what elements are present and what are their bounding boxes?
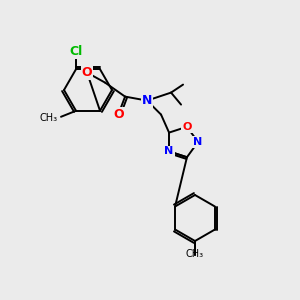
Text: O: O — [82, 66, 92, 79]
Text: N: N — [164, 146, 174, 156]
Text: O: O — [114, 108, 124, 121]
Text: CH₃: CH₃ — [186, 249, 204, 259]
Text: Cl: Cl — [69, 45, 82, 58]
Text: CH₃: CH₃ — [40, 113, 58, 123]
Text: N: N — [194, 137, 202, 147]
Text: N: N — [142, 94, 152, 107]
Text: O: O — [182, 122, 192, 132]
